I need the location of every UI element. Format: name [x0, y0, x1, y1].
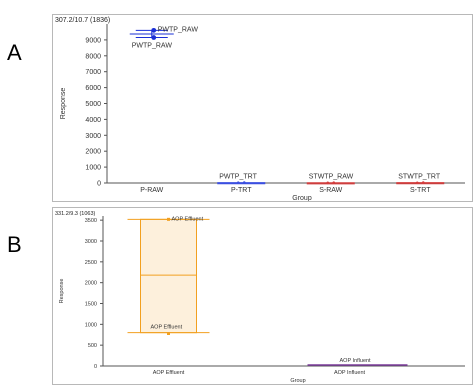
chart-b-x-tick-label: AOP Effluent: [153, 370, 185, 376]
chart-b-x-tick-label: AOP Influent: [334, 370, 366, 376]
chart-b-x-axis-label: Group: [290, 378, 305, 384]
chart-panel-a: 307.2/10.7 (1836) 0 1000 2000 3000 4000 5000 60…: [52, 14, 473, 202]
chart-b-annotation: AOP Effluent: [151, 325, 183, 331]
chart-a-y-tick-label: 2000: [85, 149, 101, 156]
chart-a-data-point: [236, 181, 240, 184]
chart-a-data-point: [242, 181, 246, 184]
chart-b-y-tick-label: 2500: [85, 260, 97, 266]
chart-a-data-point: [421, 181, 425, 184]
chart-a-header: 307.2/10.7 (1836): [55, 17, 110, 24]
chart-a-y-tick-label: 8000: [85, 53, 101, 60]
chart-b-y-axis-label: Response: [59, 279, 65, 304]
chart-b-y-tick-label: 0: [94, 364, 97, 370]
chart-a-x-tick-label: P-RAW: [140, 187, 163, 194]
chart-a-annotation: STWTP_TRT: [398, 174, 441, 181]
chart-a-y-axis-label: Response: [60, 88, 67, 120]
chart-a-svg: 307.2/10.7 (1836) 0 1000 2000 3000 4000 5000 60…: [55, 17, 465, 201]
chart-a-x-tick-label: S-RAW: [319, 187, 342, 194]
chart-a-y-tick-label: 7000: [85, 69, 101, 76]
panel-label-a: A: [7, 40, 22, 65]
chart-a-annotation: PWTP_RAW: [158, 26, 199, 33]
chart-a-y-tick-label: 9000: [85, 37, 101, 44]
chart-a-annotation: PWTP_RAW: [132, 43, 173, 50]
chart-b-y-tick-label: 2000: [85, 281, 97, 287]
chart-a-x-tick-label: S-TRT: [410, 187, 431, 194]
chart-b-data-point: [167, 332, 170, 335]
chart-a-annotation: PWTP_TRT: [219, 174, 257, 181]
chart-a-y-tick-label: 4000: [85, 117, 101, 124]
chart-a-annotation: STWTP_RAW: [309, 174, 354, 181]
chart-b-header: 331.2/9.3 (1063): [55, 211, 96, 217]
chart-b-y-tick-label: 1500: [85, 302, 97, 308]
chart-a-y-tick-label: 1000: [85, 165, 101, 172]
chart-b-box: [140, 218, 197, 334]
chart-a-data-point: [326, 181, 330, 185]
chart-a-y-tick-label: 3000: [85, 133, 101, 140]
chart-a-y-tick-label: 5000: [85, 101, 101, 108]
chart-a-y-tick-label: 0: [97, 181, 101, 188]
chart-a-x-tick-label: P-TRT: [231, 187, 252, 194]
chart-b-data-point: [167, 217, 170, 221]
chart-b-y-tick-label: 3000: [85, 239, 97, 245]
chart-b-annotation: AOP Effluent: [172, 216, 204, 222]
panel-label-b: B: [7, 232, 22, 257]
chart-a-data-point: [151, 35, 157, 40]
chart-b-y-tick-label: 3500: [85, 218, 97, 224]
chart-a-data-point: [415, 181, 419, 185]
chart-a-data-point: [151, 27, 157, 33]
chart-panel-b: 331.2/9.3 (1063) 0 500 1000 1500 2000 2500 3000…: [52, 207, 473, 385]
chart-a-data-point: [332, 181, 336, 184]
chart-b-y-tick-label: 1000: [85, 322, 97, 328]
chart-a-y-tick-label: 6000: [85, 85, 101, 92]
chart-b-annotation: AOP Influent: [340, 358, 372, 364]
chart-b-svg: 331.2/9.3 (1063) 0 500 1000 1500 2000 2500 3000…: [55, 211, 465, 384]
chart-b-y-tick-label: 500: [88, 343, 97, 349]
chart-a-x-axis-label: Group: [292, 195, 312, 201]
